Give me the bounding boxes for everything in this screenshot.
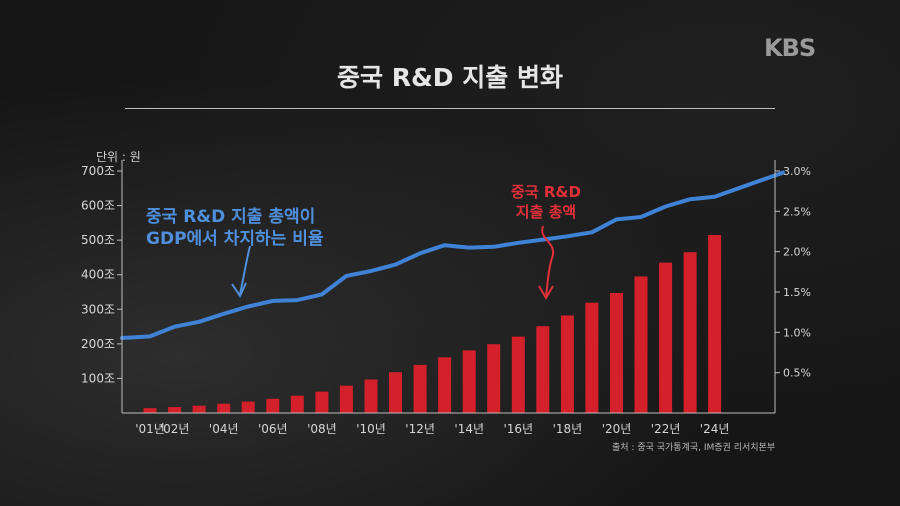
x-tick-label: '18년 (553, 422, 583, 436)
ratio-line (120, 170, 785, 340)
left-tick-label: 400조 (81, 268, 115, 282)
bar-2003 (192, 405, 206, 413)
bar-2011 (389, 372, 402, 413)
bar-2008 (315, 391, 329, 413)
bar-2020 (610, 293, 623, 413)
bar-2019 (585, 302, 599, 413)
ratio-annotation: 중국 R&D 지출 총액이 GDP에서 차지하는 비율 (146, 206, 323, 250)
x-tick-label: '24년 (700, 422, 730, 436)
bar-2017 (536, 326, 550, 413)
bar-2001 (143, 408, 157, 413)
x-tick-label: '22년 (651, 422, 681, 436)
bar-2015 (487, 344, 501, 413)
spending-annotation: 중국 R&D 지출 총액 (486, 182, 606, 222)
red-arrow-shaft (541, 225, 555, 297)
kbs-logo: KBS (764, 34, 816, 62)
bar-2013 (438, 357, 452, 413)
unit-label: 단위 : 원 (96, 150, 141, 164)
bar-2006 (266, 398, 280, 413)
right-tick-label: 3.0% (783, 165, 811, 178)
bar-2018 (560, 315, 574, 413)
x-tick-label: '01년 (135, 422, 165, 436)
title-divider (125, 108, 775, 109)
bar-2014 (462, 350, 476, 413)
right-tick-label: 1.5% (783, 286, 811, 299)
right-tick-label: 0.5% (783, 367, 811, 380)
bar-2004 (217, 403, 231, 413)
bar-2022 (659, 262, 673, 413)
x-tick-label: '04년 (209, 422, 239, 436)
bar-2016 (511, 336, 525, 413)
bar-2009 (339, 385, 353, 413)
blue-arrow-shaft (239, 245, 251, 295)
red-arrow-head (538, 285, 554, 300)
left-tick-label: 600조 (81, 199, 115, 213)
right-axis-ticks: 0.5% 1.0% 1.5% 2.0% 2.5% 3.0% (775, 165, 811, 380)
spending-annotation-line2: 지출 총액 (515, 203, 577, 221)
left-tick-label: 300조 (81, 302, 115, 316)
bar-2010 (364, 379, 378, 413)
x-tick-label: '02년 (160, 422, 190, 436)
ratio-annotation-line1: 중국 R&D 지출 총액이 (146, 207, 316, 227)
x-tick-label: '16년 (503, 422, 533, 436)
right-tick-label: 2.5% (783, 205, 811, 218)
bar-2024 (708, 235, 722, 413)
bar-2005 (241, 401, 255, 413)
bar-2002 (168, 407, 182, 413)
ratio-annotation-line2: GDP에서 차지하는 비율 (146, 229, 324, 249)
right-tick-label: 1.0% (783, 326, 811, 339)
x-tick-label: '10년 (356, 422, 386, 436)
annotation-arrows (231, 225, 555, 300)
blue-arrow-head (231, 282, 247, 299)
left-tick-label: 100조 (81, 371, 115, 385)
chart-title: 중국 R&D 지출 변화 (337, 63, 563, 92)
spending-annotation-line1: 중국 R&D (511, 183, 581, 201)
x-tick-label: '12년 (405, 422, 435, 436)
right-tick-label: 2.0% (783, 246, 811, 259)
source-note: 출처 : 중국 국가통계국, IM증권 리서치본부 (612, 443, 776, 453)
left-tick-label: 200조 (81, 337, 115, 351)
bar-2007 (290, 395, 304, 413)
x-tick-label: '20년 (602, 422, 632, 436)
left-tick-label: 700조 (81, 164, 115, 178)
left-axis-ticks: 100조 200조 300조 400조 500조 600조 700조 (81, 164, 122, 385)
x-tick-label: '08년 (307, 422, 337, 436)
left-tick-label: 500조 (81, 233, 115, 247)
x-tick-label: '06년 (258, 422, 288, 436)
axes (121, 160, 776, 414)
x-tick-label: '14년 (454, 422, 484, 436)
bar-series (143, 235, 722, 413)
bar-2021 (634, 276, 648, 413)
line-series (120, 170, 785, 340)
bar-2012 (413, 364, 427, 413)
bar-2023 (683, 252, 697, 413)
x-axis-ticks: '01년'02년 '04년 '06년 '08년 '10년 '12년 '14년 '16년 '18년… (135, 422, 729, 436)
